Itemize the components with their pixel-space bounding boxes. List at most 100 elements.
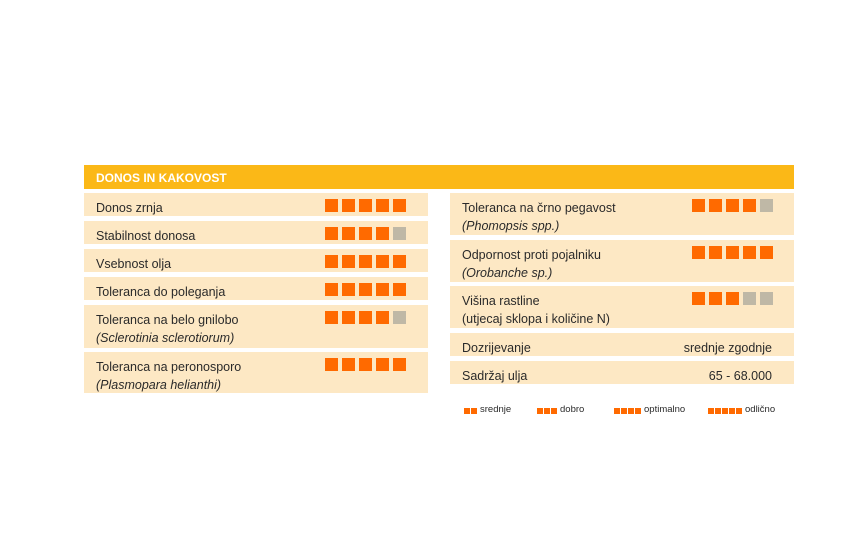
rating-square xyxy=(376,255,389,268)
rating-squares xyxy=(692,246,773,259)
label-text: Toleranca na črno pegavost xyxy=(462,201,616,215)
rating-square xyxy=(393,358,406,371)
rating-square xyxy=(709,199,722,212)
rating-square xyxy=(359,199,372,212)
rating-row: Sadržaj ulja 65 - 68.000 xyxy=(450,361,794,384)
rating-square xyxy=(376,311,389,324)
row-value: srednje zgodnje xyxy=(683,341,772,355)
rating-square xyxy=(760,292,773,305)
legend-square xyxy=(537,408,543,414)
label-text: Stabilnost donosa xyxy=(96,229,196,243)
legend-square xyxy=(722,408,728,414)
rating-square xyxy=(726,199,739,212)
rating-square xyxy=(342,227,355,240)
legend-item: dobro xyxy=(537,404,584,415)
legend-square xyxy=(614,408,620,414)
rating-square xyxy=(743,199,756,212)
latin-name: (Orobanche sp.) xyxy=(462,266,553,280)
rating-square xyxy=(692,199,705,212)
rating-square xyxy=(726,246,739,259)
rating-square xyxy=(709,292,722,305)
rating-row: Toleranca na črno pegavost (Phomopsis spp… xyxy=(450,193,794,235)
rating-square xyxy=(743,292,756,305)
rating-square xyxy=(393,227,406,240)
rating-square xyxy=(359,311,372,324)
rating-squares xyxy=(325,283,406,296)
legend-square xyxy=(551,408,557,414)
rating-square xyxy=(359,255,372,268)
rating-square xyxy=(692,246,705,259)
legend-square xyxy=(736,408,742,414)
rating-squares xyxy=(325,358,406,371)
latin-name: (Phomopsis spp.) xyxy=(462,219,560,233)
legend-squares xyxy=(464,405,477,414)
row-label: Vsebnost olja xyxy=(96,255,171,273)
row-label: Odpornost proti pojalniku (Orobanche sp.) xyxy=(462,246,601,282)
legend-item: srednje xyxy=(464,404,511,415)
legend-square xyxy=(729,408,735,414)
rating-row: Odpornost proti pojalniku (Orobanche sp.) xyxy=(450,240,794,282)
row-label: Višina rastline (utjecaj sklopa i količin… xyxy=(462,292,610,328)
row-note: (utjecaj sklopa i količine N) xyxy=(462,312,610,326)
legend-label: odlično xyxy=(745,404,776,415)
row-label: Dozrijevanje xyxy=(462,339,531,357)
legend-item: optimalno xyxy=(614,404,685,415)
label-text: Dozrijevanje xyxy=(462,341,531,355)
label-text: Donos zrnja xyxy=(96,201,163,215)
legend-square xyxy=(715,408,721,414)
rating-square xyxy=(393,311,406,324)
rating-square xyxy=(342,358,355,371)
rating-square xyxy=(709,246,722,259)
rating-square xyxy=(376,227,389,240)
legend-label: optimalno xyxy=(644,404,686,415)
latin-name: (Plasmopara helianthi) xyxy=(96,378,222,392)
latin-name: (Sclerotinia sclerotiorum) xyxy=(96,331,235,345)
rating-square xyxy=(325,283,338,296)
rating-square xyxy=(342,255,355,268)
rating-row: Toleranca na belo gnilobo (Sclerotinia sc… xyxy=(84,305,428,348)
rating-row: Donos zrnja xyxy=(84,193,428,216)
legend-square xyxy=(544,408,550,414)
row-label: Toleranca na belo gnilobo (Sclerotinia sc… xyxy=(96,311,238,347)
rating-row: Toleranca na peronosporo (Plasmopara heli… xyxy=(84,352,428,393)
rating-squares xyxy=(692,199,773,212)
rating-square xyxy=(342,311,355,324)
rating-squares xyxy=(325,227,406,240)
rating-squares xyxy=(325,199,406,212)
rating-squares xyxy=(692,292,773,305)
rating-square xyxy=(325,255,338,268)
rating-square xyxy=(359,283,372,296)
row-value: 65 - 68.000 xyxy=(708,369,772,383)
rating-row: Dozrijevanje srednje zgodnje xyxy=(450,333,794,356)
rating-square xyxy=(760,246,773,259)
rating-square xyxy=(760,199,773,212)
legend-label: srednje xyxy=(480,404,512,415)
rating-square xyxy=(393,283,406,296)
row-label: Toleranca na črno pegavost (Phomopsis spp… xyxy=(462,199,616,235)
row-label: Stabilnost donosa xyxy=(96,227,195,245)
rating-square xyxy=(393,199,406,212)
rating-square xyxy=(726,292,739,305)
rating-square xyxy=(325,227,338,240)
rating-square xyxy=(393,255,406,268)
rating-square xyxy=(359,227,372,240)
rating-square xyxy=(376,358,389,371)
rating-square xyxy=(376,283,389,296)
rating-square xyxy=(359,358,372,371)
rating-square xyxy=(325,358,338,371)
rating-row: Vsebnost olja xyxy=(84,249,428,272)
row-label: Toleranca do poleganja xyxy=(96,283,225,301)
label-text: Toleranca do poleganja xyxy=(96,285,226,299)
legend-squares xyxy=(537,405,557,414)
row-label: Toleranca na peronosporo (Plasmopara heli… xyxy=(96,358,241,394)
legend-squares xyxy=(708,405,742,414)
label-text: Toleranca na belo gnilobo xyxy=(96,313,239,327)
rating-square xyxy=(376,199,389,212)
section-header: DONOS IN KAKOVOST xyxy=(84,165,794,189)
label-text: Sadržaj ulja xyxy=(462,369,528,383)
section-title: DONOS IN KAKOVOST xyxy=(96,171,227,185)
label-text: Odpornost proti pojalniku xyxy=(462,248,601,262)
legend-item: odlično xyxy=(708,404,775,415)
rating-row: Stabilnost donosa xyxy=(84,221,428,244)
rating-squares xyxy=(325,255,406,268)
